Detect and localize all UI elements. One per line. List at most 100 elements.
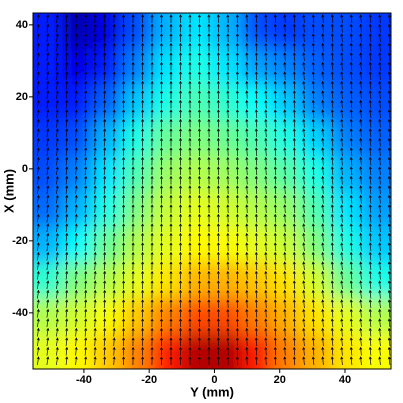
vector-arrow: [178, 61, 183, 71]
vector-arrow: [235, 232, 239, 242]
vector-arrow: [349, 299, 353, 309]
vector-arrow: [311, 318, 315, 328]
vector-arrow: [188, 99, 192, 109]
vector-arrow: [235, 42, 239, 52]
vector-arrow: [378, 337, 382, 347]
vector-arrow: [197, 118, 201, 128]
vector-arrow: [254, 289, 258, 299]
vector-arrow: [330, 23, 334, 33]
vector-arrow: [264, 52, 268, 62]
vector-arrow: [349, 337, 353, 347]
vector-arrow: [254, 337, 258, 347]
vector-arrow: [387, 14, 391, 24]
vector-arrow: [292, 213, 296, 223]
vector-arrow: [36, 337, 40, 347]
vector-arrow: [235, 90, 239, 100]
vector-arrow: [216, 156, 220, 166]
vector-arrow: [340, 185, 344, 195]
vector-arrow: [254, 99, 258, 109]
vector-arrow: [169, 194, 173, 204]
vector-arrow: [235, 52, 239, 62]
vector-arrow: [387, 337, 391, 347]
vector-arrow: [207, 289, 211, 299]
vector-arrow: [292, 42, 296, 52]
vector-arrow: [378, 128, 382, 138]
contour-cell: [271, 262, 302, 299]
vector-arrow: [103, 318, 107, 328]
vector-arrow: [216, 242, 220, 252]
vector-arrow: [93, 213, 97, 223]
vector-arrow: [387, 147, 391, 157]
vector-arrow: [283, 71, 287, 81]
contour-cell: [241, 119, 273, 156]
vector-arrow: [359, 194, 363, 204]
vector-arrow: [93, 346, 97, 356]
vector-arrow: [103, 356, 107, 366]
vector-arrow: [216, 204, 220, 214]
vector-arrow: [330, 242, 334, 252]
vector-arrow: [46, 109, 50, 119]
vector-arrow: [150, 327, 154, 337]
vector-arrow: [74, 118, 78, 128]
vector-arrow: [302, 299, 306, 309]
vector-arrow: [178, 299, 183, 308]
vector-arrow: [245, 223, 249, 233]
vector-arrow: [141, 327, 145, 337]
vector-arrow: [122, 308, 126, 318]
vector-arrow: [359, 308, 363, 318]
vector-arrow: [292, 194, 296, 204]
contour-cell: [92, 155, 123, 192]
vector-arrow: [378, 23, 382, 33]
vector-arrow: [122, 166, 126, 176]
vector-arrow: [349, 242, 353, 252]
vector-arrow: [340, 128, 344, 138]
vector-arrow: [197, 213, 201, 223]
vector-arrow: [65, 99, 69, 109]
vector-arrow: [122, 14, 126, 24]
vector-arrow: [84, 118, 88, 128]
vector-arrow: [93, 42, 97, 52]
vector-arrow: [254, 232, 258, 242]
vector-arrow: [65, 346, 69, 356]
vector-arrow: [273, 156, 277, 166]
vector-arrow: [226, 118, 230, 128]
vector-arrow: [292, 223, 296, 233]
vector-arrow: [207, 80, 211, 90]
vector-arrow: [340, 23, 344, 33]
vector-arrow: [349, 261, 353, 271]
contour-cell: [92, 191, 123, 228]
vector-arrow: [330, 90, 334, 100]
vector-arrow: [226, 175, 230, 185]
vector-arrow: [159, 327, 164, 337]
vector-arrow: [46, 71, 50, 81]
vector-arrow: [264, 147, 268, 157]
vector-arrow: [197, 128, 201, 138]
vector-arrow: [55, 71, 59, 81]
vector-arrow: [141, 118, 145, 128]
vector-arrow: [93, 99, 97, 109]
vector-arrow: [36, 318, 40, 328]
vector-arrow: [330, 166, 334, 176]
vector-arrow: [74, 327, 78, 337]
vector-arrow: [103, 251, 107, 261]
vector-arrow: [359, 90, 363, 100]
vector-arrow: [340, 109, 344, 119]
vector-arrow: [387, 166, 391, 176]
vector-arrow: [178, 289, 183, 299]
vector-arrow: [188, 242, 192, 252]
vector-arrow: [321, 337, 325, 347]
vector-arrow: [141, 90, 145, 100]
vector-arrow: [188, 61, 192, 71]
vector-arrow: [141, 137, 145, 147]
vector-arrow: [254, 185, 258, 195]
vector-arrow: [264, 71, 268, 81]
vector-arrow: [273, 23, 277, 33]
vector-arrow: [264, 118, 268, 128]
vector-arrow: [349, 14, 353, 24]
vector-arrow: [226, 90, 230, 100]
vector-arrow: [197, 270, 201, 280]
vector-arrow: [103, 147, 107, 157]
vector-arrow: [254, 299, 258, 309]
vector-arrow: [359, 175, 363, 185]
vector-arrow: [264, 346, 268, 356]
